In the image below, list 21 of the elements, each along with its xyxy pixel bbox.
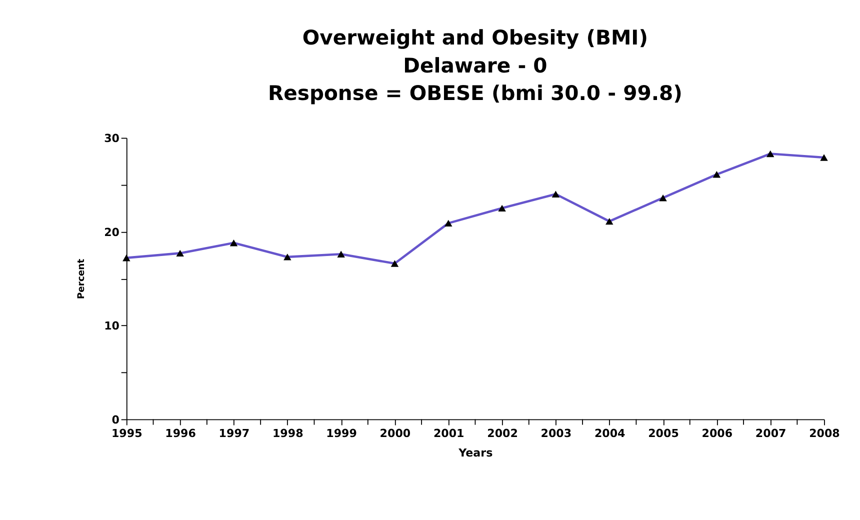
x-tick-label: 1997 — [218, 427, 250, 440]
x-tick-label: 2002 — [487, 427, 518, 440]
x-tick-label: 2005 — [648, 427, 679, 440]
x-tick-label: 1998 — [272, 427, 304, 440]
x-tick-label: 2003 — [540, 427, 572, 440]
y-tick-label: 10 — [104, 320, 120, 333]
y-tick-label: 30 — [104, 132, 120, 145]
chart-title: Overweight and Obesity (BMI) Delaware - 0 Response = OBESE (bmi 30.0 - 99.8) — [268, 26, 682, 105]
y-tick-label: 0 — [112, 413, 120, 426]
x-tick-label: 2007 — [755, 427, 786, 440]
x-tick-label: 2008 — [809, 427, 840, 440]
x-tick-label: 2006 — [702, 427, 733, 440]
y-tick-label: 20 — [104, 226, 120, 239]
x-axis-title: Years — [458, 446, 494, 460]
x-tick-label: 1996 — [165, 427, 196, 440]
x-tick-label: 2001 — [433, 427, 464, 440]
x-tick-label: 1995 — [111, 427, 142, 440]
x-tick-label: 1999 — [326, 427, 357, 440]
x-tick-label: 2004 — [594, 427, 626, 440]
y-axis-title: Percent — [76, 258, 87, 300]
x-tick-label: 2000 — [380, 427, 411, 440]
